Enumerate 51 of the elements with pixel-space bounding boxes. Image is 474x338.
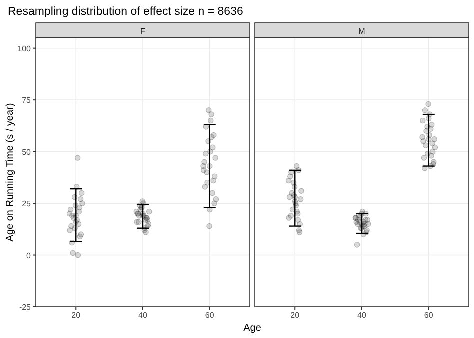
y-tick-label: 100 (18, 44, 32, 54)
point (74, 155, 81, 161)
point (426, 101, 432, 108)
point (202, 150, 209, 157)
point (288, 213, 294, 219)
point (66, 210, 73, 217)
chart-title: Resampling distribution of effect size n = 8636 (8, 6, 244, 18)
y-tick-label: 0 (26, 251, 32, 260)
point (354, 242, 360, 248)
point (206, 108, 212, 114)
y-tick-label: 75 (22, 96, 32, 106)
chart-subtitle: F (140, 27, 146, 36)
point (78, 196, 84, 202)
point (146, 208, 152, 215)
y-axis-title: Age on Running Time (s / year) (5, 103, 16, 242)
point (206, 223, 212, 230)
point (210, 178, 216, 184)
x-tick-label: 60 (424, 311, 434, 320)
point (422, 108, 428, 114)
x-tick-label: 40 (138, 311, 148, 320)
point (298, 188, 304, 194)
point (204, 170, 210, 176)
point (208, 112, 214, 118)
point (200, 163, 206, 170)
point (208, 118, 214, 124)
point (212, 200, 218, 206)
chart-subtitle: M (358, 27, 366, 36)
point (298, 196, 304, 202)
point (202, 184, 208, 190)
x-tick-label: 40 (358, 311, 367, 320)
point (78, 190, 85, 196)
x-axis-title: Age (244, 323, 262, 334)
y-tick-label: 25 (22, 200, 32, 209)
y-tick-label: -25 (19, 303, 32, 312)
x-tick-label: 20 (72, 311, 82, 320)
point (422, 142, 429, 148)
point (286, 178, 292, 184)
y-tick-label: 50 (22, 148, 32, 157)
point (70, 250, 76, 256)
x-tick-label: 20 (290, 311, 300, 320)
point (212, 155, 218, 161)
point (77, 234, 84, 240)
point (420, 134, 426, 140)
point (430, 140, 436, 146)
point (421, 155, 428, 161)
point (76, 204, 83, 211)
point (420, 118, 426, 124)
x-tick-label: 60 (205, 311, 215, 320)
point (75, 252, 82, 258)
point (430, 148, 436, 155)
point (295, 217, 302, 223)
